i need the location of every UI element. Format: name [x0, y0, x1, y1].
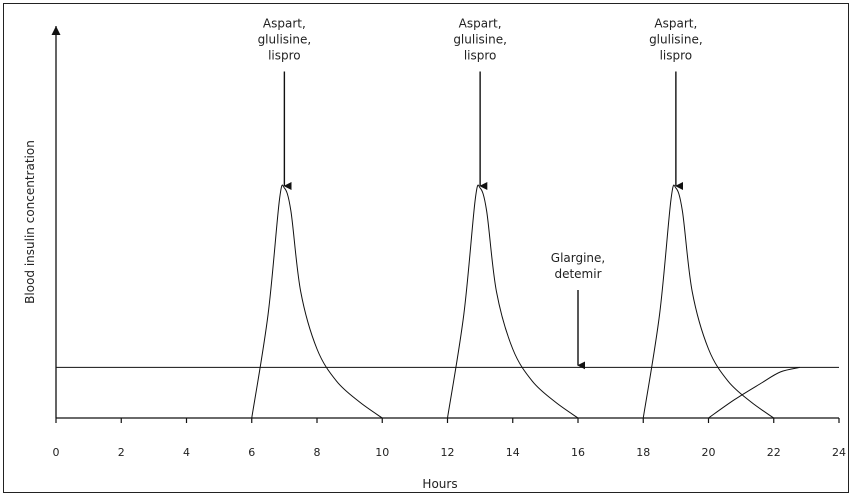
x-tick-label: 10: [375, 446, 389, 459]
x-tick-label: 8: [314, 446, 321, 459]
x-tick-label: 14: [506, 446, 520, 459]
x-tick-label: 24: [832, 446, 846, 459]
annotation-layer: Aspart, glulisine, lispro Aspart, glulisine,…: [258, 17, 703, 370]
annotation-label: glulisine,: [258, 33, 312, 47]
annotation-label: glulisine,: [649, 33, 703, 47]
bolus-curve: [447, 184, 579, 419]
series-layer: [56, 184, 839, 419]
annotation-label: lispro: [268, 49, 301, 63]
annotation-label: lispro: [464, 49, 497, 63]
x-tick-label: 6: [248, 446, 255, 459]
x-tick-label: 2: [118, 446, 125, 459]
bolus-curve: [642, 184, 775, 419]
x-tick-label: 18: [636, 446, 650, 459]
x-tick-label: 12: [441, 446, 455, 459]
x-axis-title: Hours: [422, 477, 457, 491]
basal-start-curve: [708, 366, 800, 419]
x-axis-ticks: 0 2 4 6 8 10 12 14 16 18 20 22 24: [53, 418, 846, 459]
annotation-label: detemir: [554, 267, 601, 281]
annotation-label: glulisine,: [453, 33, 507, 47]
chart-frame: [3, 3, 849, 493]
annotation-label: lispro: [660, 49, 693, 63]
annotation-label: Aspart,: [263, 17, 306, 31]
annotation-label: Aspart,: [654, 17, 697, 31]
bolus-curve: [251, 184, 383, 419]
y-axis-title: Blood insulin concentration: [23, 140, 37, 304]
x-tick-label: 22: [767, 446, 781, 459]
x-tick-label: 16: [571, 446, 585, 459]
annotation-label: Aspart,: [459, 17, 502, 31]
x-tick-label: 20: [702, 446, 716, 459]
annotation-label: Glargine,: [551, 251, 605, 265]
x-tick-label: 0: [53, 446, 60, 459]
x-tick-label: 4: [183, 446, 190, 459]
